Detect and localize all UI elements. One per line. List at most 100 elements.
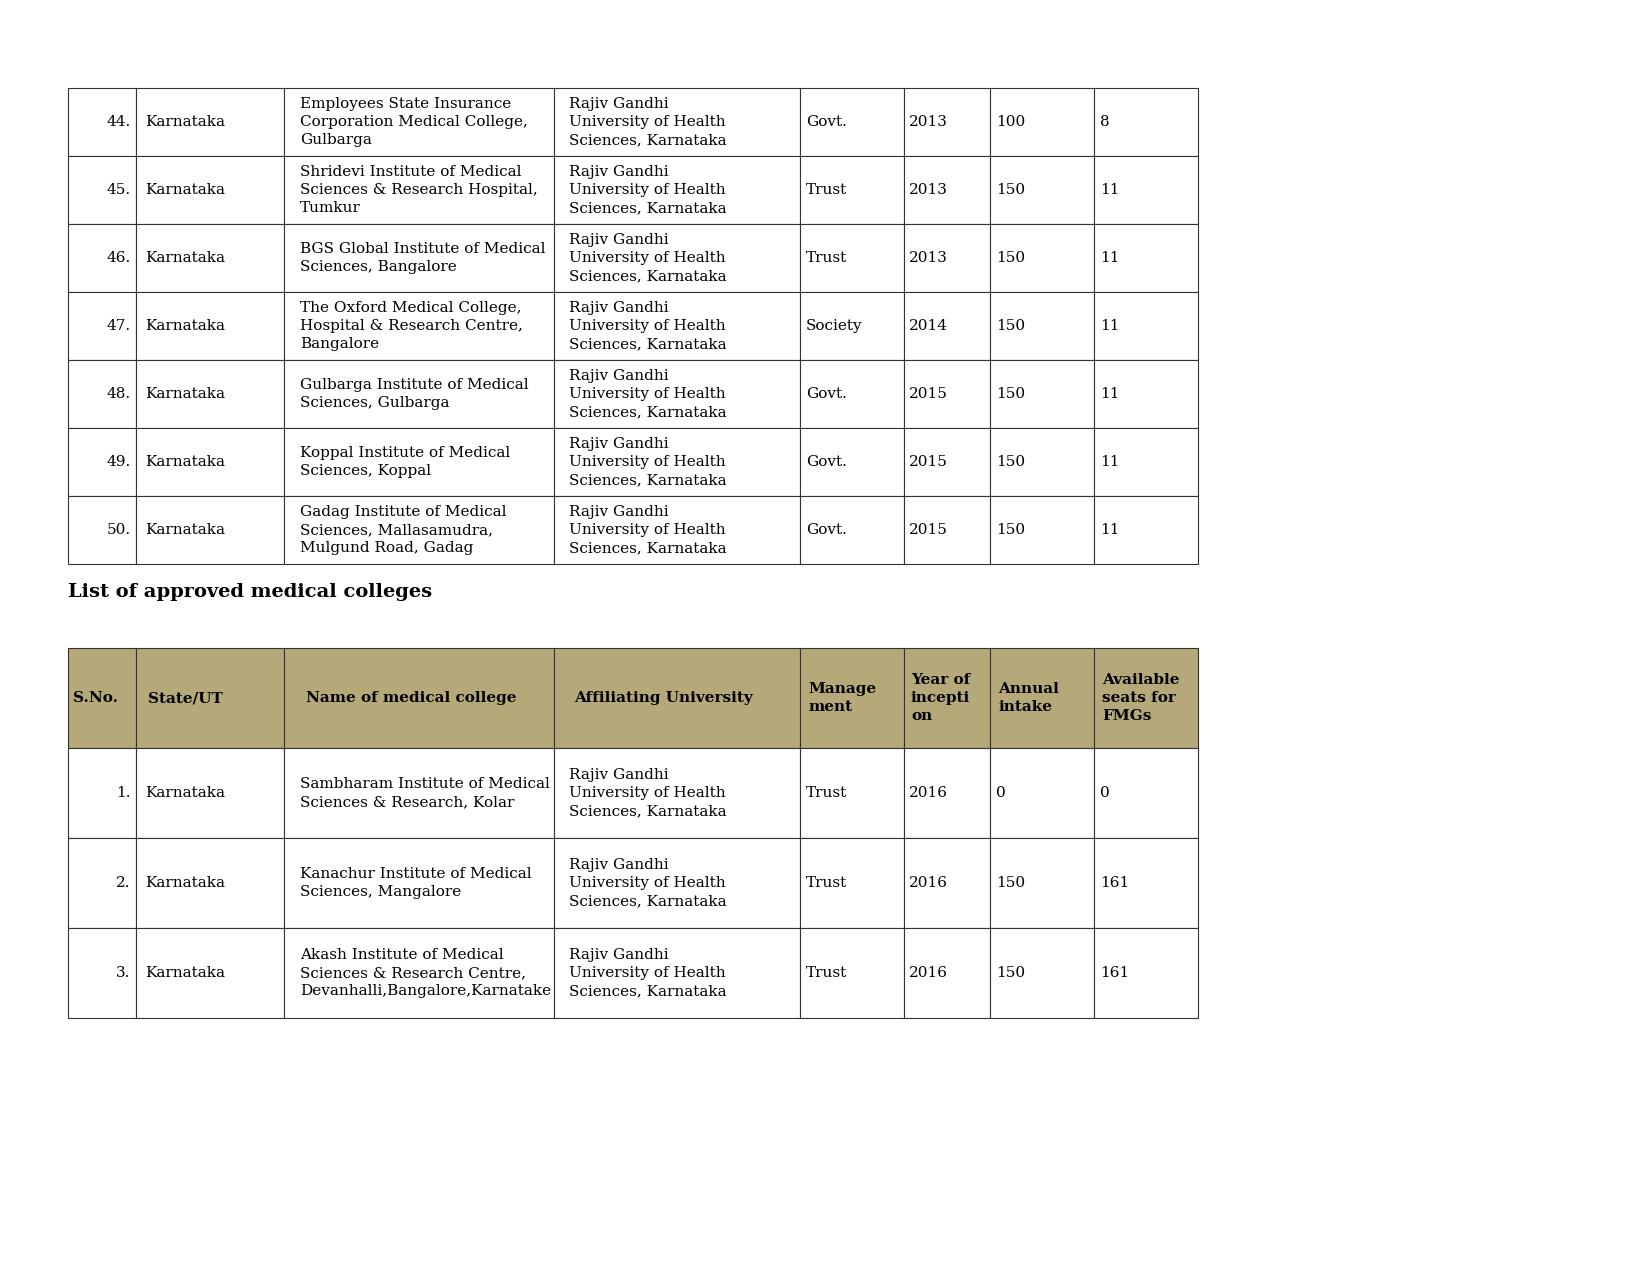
Bar — [801, 292, 905, 360]
Text: Govt.: Govt. — [806, 455, 847, 469]
Bar — [1095, 748, 1199, 838]
Text: Trust: Trust — [806, 785, 847, 799]
Bar — [905, 648, 991, 748]
Text: 11: 11 — [1100, 388, 1119, 402]
Text: 2013: 2013 — [910, 184, 948, 198]
Bar — [135, 156, 284, 224]
Text: Name of medical college: Name of medical college — [305, 691, 517, 705]
Bar — [801, 88, 905, 156]
Text: 161: 161 — [1100, 876, 1129, 890]
Bar — [135, 360, 284, 428]
Text: 46.: 46. — [106, 251, 130, 265]
Bar — [555, 156, 801, 224]
Bar — [991, 428, 1095, 496]
Text: 2013: 2013 — [910, 115, 948, 129]
Bar — [284, 748, 555, 838]
Bar — [284, 292, 555, 360]
Text: 44.: 44. — [106, 115, 130, 129]
Bar — [801, 360, 905, 428]
Text: 2016: 2016 — [910, 876, 948, 890]
Text: 150: 150 — [996, 251, 1025, 265]
Text: 2016: 2016 — [910, 785, 948, 799]
Text: 150: 150 — [996, 876, 1025, 890]
Text: Rajiv Gandhi
University of Health
Sciences, Karnataka: Rajiv Gandhi University of Health Scienc… — [568, 166, 726, 215]
Bar — [68, 360, 135, 428]
Text: Rajiv Gandhi
University of Health
Sciences, Karnataka: Rajiv Gandhi University of Health Scienc… — [568, 97, 726, 147]
Bar — [1095, 648, 1199, 748]
Text: 50.: 50. — [106, 523, 130, 537]
Text: Shridevi Institute of Medical
Sciences & Research Hospital,
Tumkur: Shridevi Institute of Medical Sciences &… — [300, 166, 538, 215]
Bar — [991, 928, 1095, 1017]
Text: 11: 11 — [1100, 455, 1119, 469]
Text: Rajiv Gandhi
University of Health
Sciences, Karnataka: Rajiv Gandhi University of Health Scienc… — [568, 505, 726, 555]
Text: 45.: 45. — [106, 184, 130, 198]
Text: 2016: 2016 — [910, 966, 948, 980]
Text: 48.: 48. — [106, 388, 130, 402]
Text: Karnataka: Karnataka — [145, 388, 225, 402]
Text: Rajiv Gandhi
University of Health
Sciences, Karnataka: Rajiv Gandhi University of Health Scienc… — [568, 949, 726, 998]
Text: Trust: Trust — [806, 251, 847, 265]
Text: 150: 150 — [996, 319, 1025, 333]
Bar — [555, 838, 801, 928]
Bar — [801, 428, 905, 496]
Text: 150: 150 — [996, 523, 1025, 537]
Text: Employees State Insurance
Corporation Medical College,
Gulbarga: Employees State Insurance Corporation Me… — [300, 97, 528, 147]
Bar — [801, 838, 905, 928]
Text: 150: 150 — [996, 184, 1025, 198]
Bar — [801, 496, 905, 564]
Bar — [991, 648, 1095, 748]
Text: Year of
incepti
on: Year of incepti on — [911, 673, 971, 723]
Text: 100: 100 — [996, 115, 1025, 129]
Bar — [905, 838, 991, 928]
Text: 11: 11 — [1100, 184, 1119, 198]
Text: 150: 150 — [996, 455, 1025, 469]
Bar — [68, 648, 135, 748]
Bar — [1095, 838, 1199, 928]
Bar — [905, 156, 991, 224]
Bar — [555, 648, 801, 748]
Bar — [135, 88, 284, 156]
Bar — [68, 428, 135, 496]
Text: 150: 150 — [996, 966, 1025, 980]
Text: Karnataka: Karnataka — [145, 523, 225, 537]
Text: 47.: 47. — [106, 319, 130, 333]
Text: Rajiv Gandhi
University of Health
Sciences, Karnataka: Rajiv Gandhi University of Health Scienc… — [568, 301, 726, 351]
Bar — [135, 428, 284, 496]
Text: Trust: Trust — [806, 966, 847, 980]
Text: 1.: 1. — [116, 785, 130, 799]
Bar — [135, 496, 284, 564]
Bar — [135, 748, 284, 838]
Text: Gulbarga Institute of Medical
Sciences, Gulbarga: Gulbarga Institute of Medical Sciences, … — [300, 379, 528, 411]
Bar — [284, 428, 555, 496]
Bar — [905, 292, 991, 360]
Bar — [284, 156, 555, 224]
Text: Karnataka: Karnataka — [145, 966, 225, 980]
Bar — [284, 928, 555, 1017]
Text: Karnataka: Karnataka — [145, 876, 225, 890]
Bar — [135, 292, 284, 360]
Text: Available
seats for
FMGs: Available seats for FMGs — [1103, 673, 1180, 723]
Bar — [284, 224, 555, 292]
Bar — [555, 428, 801, 496]
Text: 3.: 3. — [116, 966, 130, 980]
Text: 2.: 2. — [116, 876, 130, 890]
Bar — [801, 648, 905, 748]
Bar — [905, 496, 991, 564]
Text: 11: 11 — [1100, 523, 1119, 537]
Bar — [555, 292, 801, 360]
Text: Society: Society — [806, 319, 863, 333]
Bar — [1095, 428, 1199, 496]
Text: Rajiv Gandhi
University of Health
Sciences, Karnataka: Rajiv Gandhi University of Health Scienc… — [568, 437, 726, 487]
Text: 49.: 49. — [106, 455, 130, 469]
Text: Govt.: Govt. — [806, 388, 847, 402]
Text: Trust: Trust — [806, 184, 847, 198]
Text: Govt.: Govt. — [806, 523, 847, 537]
Bar — [68, 224, 135, 292]
Bar — [905, 224, 991, 292]
Bar — [135, 838, 284, 928]
Bar — [68, 838, 135, 928]
Text: 2014: 2014 — [910, 319, 948, 333]
Text: Rajiv Gandhi
University of Health
Sciences, Karnataka: Rajiv Gandhi University of Health Scienc… — [568, 768, 726, 817]
Bar — [991, 224, 1095, 292]
Bar — [555, 360, 801, 428]
